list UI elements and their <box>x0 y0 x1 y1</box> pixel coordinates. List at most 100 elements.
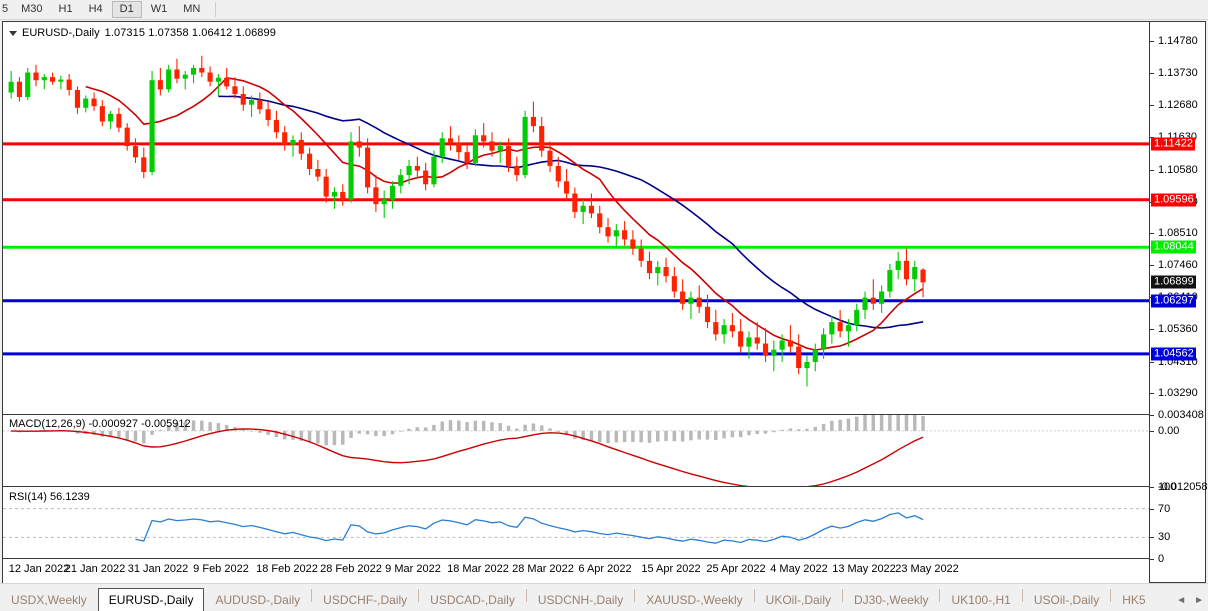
chart-tab-uk100-h1[interactable]: UK100-,H1 <box>951 593 1011 607</box>
axis-tick-mark <box>1150 169 1154 171</box>
chart-tab-usoil-daily[interactable]: USOil-,Daily <box>1033 593 1100 607</box>
price-badge-support[interactable]: 1.06297 <box>1151 294 1196 308</box>
timeframe-button-h1[interactable]: H1 <box>58 3 73 15</box>
candle-body <box>721 325 727 335</box>
timeframe-button-w1[interactable]: W1 <box>150 3 168 15</box>
price-axis-tick-label: 1.07460 <box>1158 259 1198 272</box>
chart-tab-usdcnh-daily[interactable]: USDCNH-,Daily <box>537 593 624 607</box>
macd-histogram-bar <box>448 420 453 431</box>
macd-histogram-bar <box>440 421 444 431</box>
date-axis-label: 9 Feb 2022 <box>193 563 249 575</box>
price-axis-tick-label: 1.13730 <box>1158 67 1198 80</box>
candle-body <box>373 187 379 205</box>
price-pane[interactable]: EURUSD-,Daily 1.07315 1.07358 1.06412 1.… <box>3 22 1149 414</box>
date-axis: 12 Jan 2022 21 Jan 2022 31 Jan 2022 9 Feb 2… <box>3 558 1149 583</box>
candle-body <box>464 152 470 163</box>
macd-histogram-bar <box>772 430 776 433</box>
chart-tab-audusd-daily[interactable]: AUDUSD-,Daily <box>215 593 301 607</box>
price-badge-pivot[interactable]: 1.08044 <box>1151 240 1196 254</box>
axis-tick-mark <box>1150 329 1154 331</box>
timeframe-button-m30[interactable]: M30 <box>21 3 43 15</box>
rsi-axis-tick-label: 0 <box>1158 553 1165 565</box>
candle-body <box>729 325 735 332</box>
date-axis-label: 4 May 2022 <box>770 563 828 575</box>
macd-pane[interactable]: MACD(12,26,9) -0.000927 -0.005912 <box>3 414 1149 487</box>
chart-tab-hk5[interactable]: HK5 <box>1122 593 1146 607</box>
candle-body <box>613 230 619 237</box>
rsi-pane[interactable]: RSI(14) 56.1239 <box>3 486 1149 559</box>
macd-histogram-bar <box>838 419 842 431</box>
candle-body <box>273 120 279 133</box>
candle-body <box>762 343 769 356</box>
macd-histogram-bar <box>349 430 353 438</box>
date-axis-label: 6 Apr 2022 <box>578 563 632 575</box>
macd-histogram-bar <box>282 430 287 440</box>
axis-tick-mark <box>1150 430 1154 432</box>
moving-average-line <box>218 95 924 329</box>
candle-body <box>174 69 180 79</box>
chart-tab-usdcad-daily[interactable]: USDCAD-,Daily <box>430 593 515 607</box>
chart-tab-dj30-weekly[interactable]: DJ30-,Weekly <box>854 593 929 607</box>
price-axis-tick-label: 1.10580 <box>1158 163 1198 176</box>
macd-histogram-bar <box>846 418 851 431</box>
candle-body <box>837 322 843 332</box>
candle-body <box>564 181 570 194</box>
price-chart-canvas <box>3 55 1149 387</box>
price-badge-resistance[interactable]: 1.11422 <box>1151 137 1195 151</box>
timeframe-button-mn[interactable]: MN <box>183 3 201 15</box>
price-axis[interactable]: 1.147801.137301.126801.116301.105801.095… <box>1149 22 1208 582</box>
moving-average-line <box>85 77 924 351</box>
chart-tab-usdx-weekly[interactable]: USDX,Weekly <box>11 593 87 607</box>
chart-tab-usdchf-daily[interactable]: USDCHF-,Daily <box>323 593 408 607</box>
candle-body <box>8 81 14 93</box>
candle-body <box>398 175 404 186</box>
candle-body <box>746 337 752 347</box>
candle-body <box>149 80 155 173</box>
tab-scroll-right-icon[interactable]: ► <box>1194 595 1204 606</box>
tab-divider <box>634 589 636 602</box>
macd-histogram-bar <box>573 430 577 439</box>
candle-body <box>66 79 72 90</box>
candle-body <box>539 126 545 151</box>
axis-tick-mark <box>1150 105 1154 107</box>
macd-histogram-bar <box>457 420 461 431</box>
date-axis-label: 23 May 2022 <box>895 563 959 575</box>
chart-tab-ukoil-daily[interactable]: UKOil-,Daily <box>765 593 832 607</box>
macd-histogram-bar <box>656 430 660 442</box>
candle-body <box>265 109 271 120</box>
chart-tab-eurusd-daily[interactable]: EURUSD-,Daily <box>97 588 205 611</box>
price-badge-resistance[interactable]: 1.09596 <box>1151 193 1196 207</box>
macd-histogram-bar <box>415 427 420 431</box>
candle-body <box>638 248 644 261</box>
candle-body <box>829 322 835 335</box>
macd-histogram-bar <box>888 415 892 431</box>
candle-body <box>439 138 445 157</box>
macd-histogram-bar <box>548 428 552 431</box>
timeframe-button-5[interactable]: 5 <box>2 3 9 15</box>
candle-body <box>862 297 868 310</box>
candle-body <box>572 193 578 212</box>
date-axis-label: 13 May 2022 <box>832 563 896 575</box>
macd-histogram-bar <box>622 430 627 443</box>
chart-tab-xauusd-weekly[interactable]: XAUUSD-,Weekly <box>646 593 743 607</box>
macd-histogram-bar <box>705 430 710 440</box>
candle-body <box>91 98 97 107</box>
candle-body <box>414 165 420 171</box>
price-axis-tick-label: 1.12680 <box>1158 99 1198 112</box>
price-badge-support[interactable]: 1.04562 <box>1151 347 1196 361</box>
chart-tab-bar: USDX,Weekly EURUSD-,Daily AUDUSD-,Daily USD… <box>0 583 1208 611</box>
macd-histogram-bar <box>490 422 494 431</box>
macd-histogram-bar <box>382 430 386 437</box>
rsi-axis-tick-label: 100 <box>1158 481 1177 493</box>
candle-body <box>456 142 462 153</box>
price-badge-last-price[interactable]: 1.06899 <box>1151 275 1196 289</box>
macd-histogram-bar <box>913 415 917 431</box>
macd-histogram-bar <box>374 430 378 437</box>
timeframe-button-h4[interactable]: H4 <box>88 3 103 15</box>
candle-body <box>481 135 487 142</box>
macd-histogram-bar <box>788 428 793 431</box>
timeframe-button-d1[interactable]: D1 <box>111 1 142 18</box>
candle-body <box>116 113 122 128</box>
tab-scroll-left-icon[interactable]: ◄ <box>1176 595 1187 606</box>
candle-body <box>248 100 255 105</box>
